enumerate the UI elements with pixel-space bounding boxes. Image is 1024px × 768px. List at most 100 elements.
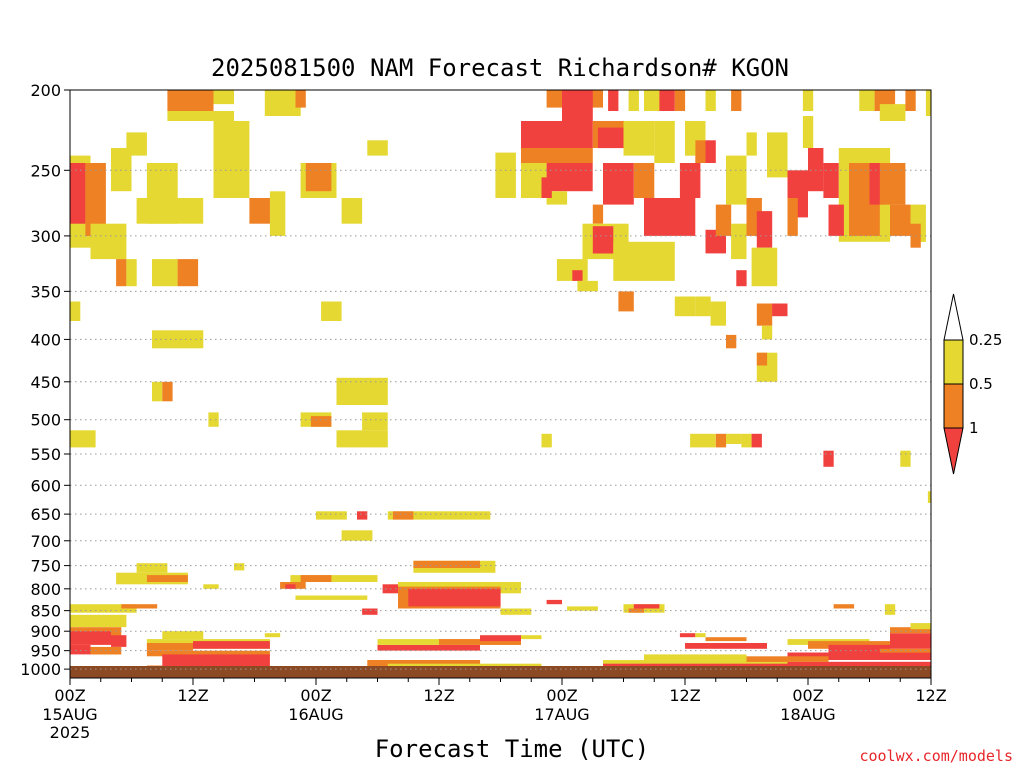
cell-orange bbox=[85, 163, 106, 236]
cell-yellow bbox=[152, 381, 163, 402]
cell-yellow bbox=[264, 90, 301, 116]
cell-yellow bbox=[802, 116, 814, 148]
cell-yellow bbox=[741, 433, 752, 448]
y-tick-label: 850 bbox=[30, 602, 61, 621]
y-tick-label: 200 bbox=[30, 81, 61, 100]
cell-yellow bbox=[613, 241, 675, 281]
y-tick-label: 750 bbox=[30, 557, 61, 576]
cell-red bbox=[823, 163, 839, 198]
cell-yellow bbox=[761, 325, 773, 340]
x-tick-label: 00Z bbox=[300, 686, 331, 705]
y-tick-label: 350 bbox=[30, 282, 61, 301]
cell-yellow bbox=[628, 90, 639, 111]
cell-red bbox=[546, 163, 593, 192]
cell-red bbox=[111, 635, 127, 647]
cell-yellow bbox=[387, 511, 491, 520]
cell-orange bbox=[146, 643, 193, 651]
cell-red bbox=[679, 633, 696, 638]
cell-yellow bbox=[623, 121, 655, 156]
cell-orange bbox=[726, 334, 737, 349]
cell-yellow bbox=[521, 635, 542, 640]
cell-red bbox=[705, 140, 716, 163]
cell-red bbox=[756, 211, 773, 248]
plot-cells bbox=[70, 90, 932, 678]
cell-orange bbox=[310, 416, 332, 427]
cell-orange bbox=[439, 639, 521, 645]
cell-orange bbox=[300, 575, 332, 582]
credit-text: coolwx.com/models bbox=[859, 747, 1013, 765]
x-date-label: 16AUG bbox=[288, 705, 343, 724]
cell-orange bbox=[715, 433, 727, 448]
cell-orange bbox=[305, 163, 332, 192]
cell-yellow bbox=[70, 614, 127, 628]
legend-arrow-top bbox=[943, 293, 964, 341]
cell-red bbox=[362, 608, 378, 615]
y-tick-label: 900 bbox=[30, 622, 61, 641]
cell-yellow bbox=[387, 663, 481, 668]
cell-yellow bbox=[710, 301, 726, 326]
cell-orange bbox=[618, 291, 634, 312]
cell-red bbox=[890, 633, 931, 649]
cell-yellow bbox=[859, 90, 875, 111]
y-tick-label: 400 bbox=[30, 330, 61, 349]
cell-orange bbox=[695, 140, 706, 163]
cell-yellow bbox=[726, 433, 742, 444]
y-tick-label: 450 bbox=[30, 373, 61, 392]
cell-yellow bbox=[879, 104, 906, 121]
y-axis: 200 250 300 350 400 450 500 550 600 650 700 750 800 8… bbox=[20, 81, 70, 679]
cell-yellow bbox=[767, 132, 788, 178]
cell-red bbox=[546, 599, 562, 605]
cell-yellow bbox=[685, 132, 696, 156]
cell-orange bbox=[592, 204, 604, 224]
chart-title: 2025081500 NAM Forecast Richardson# KGON bbox=[211, 54, 789, 82]
cell-yellow bbox=[751, 247, 778, 287]
x-tick-label: 12Z bbox=[423, 686, 454, 705]
x-tick-label: 12Z bbox=[915, 686, 946, 705]
cell-red bbox=[772, 303, 788, 317]
cell-red bbox=[70, 163, 86, 224]
legend-arrow-bottom bbox=[943, 427, 964, 475]
cell-orange bbox=[746, 656, 829, 662]
cell-yellow bbox=[213, 121, 250, 198]
cell-orange bbox=[756, 303, 773, 326]
y-tick-label: 300 bbox=[30, 227, 61, 246]
cell-red bbox=[193, 641, 270, 649]
cell-red bbox=[521, 121, 593, 148]
cell-yellow bbox=[644, 654, 747, 660]
cell-yellow bbox=[802, 90, 814, 111]
cell-yellow bbox=[290, 575, 378, 582]
cell-red bbox=[377, 644, 480, 651]
x-tick-label: 00Z bbox=[792, 686, 823, 705]
y-tick-label: 550 bbox=[30, 445, 61, 464]
cell-yellow bbox=[213, 90, 234, 105]
cell-yellow bbox=[341, 198, 363, 224]
cell-yellow bbox=[208, 412, 219, 427]
cell-red bbox=[679, 163, 701, 198]
y-tick-label: 700 bbox=[30, 532, 61, 551]
cell-orange bbox=[295, 90, 306, 108]
cell-yellow bbox=[316, 511, 347, 520]
cell-red bbox=[633, 604, 660, 609]
y-tick-label: 600 bbox=[30, 476, 61, 495]
cell-yellow bbox=[126, 132, 147, 156]
cell-yellow bbox=[884, 604, 896, 615]
x-date-label: 17AUG bbox=[534, 705, 589, 724]
cell-yellow bbox=[577, 280, 598, 292]
cell-red bbox=[592, 226, 614, 254]
cell-yellow bbox=[126, 259, 137, 287]
cell-yellow bbox=[731, 223, 747, 260]
cell-red bbox=[562, 90, 593, 121]
cell-orange bbox=[146, 575, 188, 582]
cell-red bbox=[70, 631, 111, 645]
cell-yellow bbox=[500, 608, 532, 615]
cell-orange bbox=[367, 660, 481, 668]
cell-yellow bbox=[70, 430, 96, 448]
legend-swatch-orange bbox=[943, 383, 964, 429]
cell-red bbox=[828, 644, 890, 653]
cell-yellow bbox=[705, 90, 716, 111]
y-tick-label: 950 bbox=[30, 642, 61, 661]
cell-yellow bbox=[136, 198, 204, 224]
cell-yellow bbox=[136, 563, 168, 573]
